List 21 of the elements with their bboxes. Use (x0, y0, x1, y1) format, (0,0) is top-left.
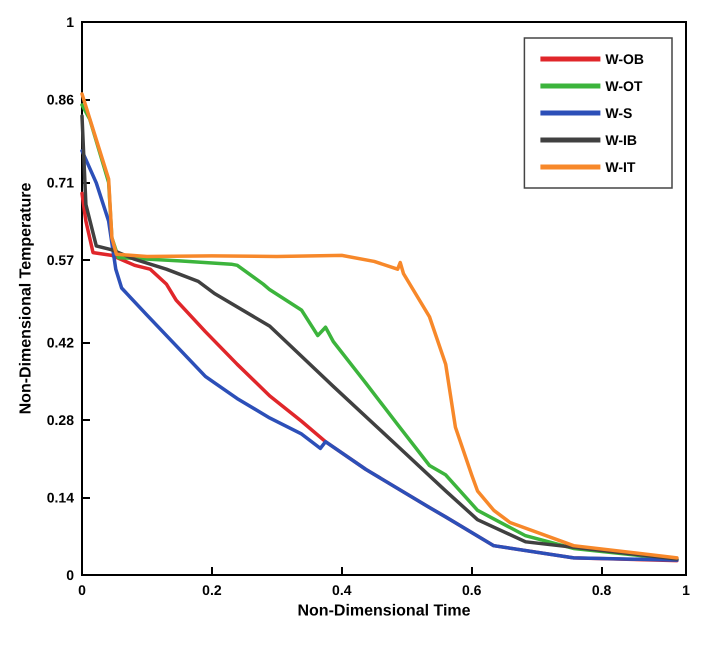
y-tick-label: 0 (66, 567, 74, 583)
x-tick-label: 0.8 (592, 582, 612, 598)
y-tick-label: 1 (66, 14, 74, 30)
y-tick-label: 0.57 (46, 252, 74, 268)
y-tick-label: 0.14 (46, 490, 74, 506)
x-axis-title: Non-Dimensional Time (297, 602, 471, 620)
x-tick-label: 0.2 (202, 582, 222, 598)
legend-label: W-OB (605, 51, 644, 67)
legend-label: W-IB (605, 132, 638, 148)
y-axis-title: Non-Dimensional Temperature (18, 182, 34, 414)
legend-label: W-IT (605, 159, 636, 175)
y-tick-label: 0.28 (46, 412, 74, 428)
x-tick-label: 0.6 (462, 582, 482, 598)
y-tick-label: 0.71 (46, 174, 74, 190)
legend-label: W-OT (605, 78, 643, 94)
x-tick-label: 0 (78, 582, 86, 598)
y-tick-label: 0.86 (46, 91, 74, 108)
y-tick-label: 0.42 (46, 334, 74, 351)
x-tick-label: 0.4 (332, 582, 352, 598)
legend-label: W-S (605, 105, 632, 121)
x-tick-label: 1 (682, 582, 690, 598)
